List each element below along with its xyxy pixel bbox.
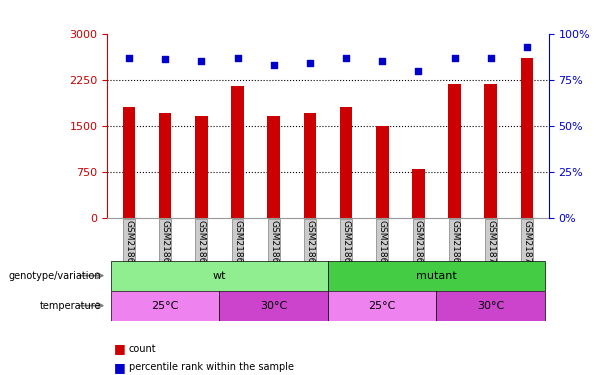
Text: 30°C: 30°C [477,301,504,310]
Bar [436,291,545,321]
Point [305,60,314,66]
Text: genotype/variation: genotype/variation [9,271,101,280]
Text: count: count [129,344,156,354]
Text: ■: ■ [113,342,125,355]
Bar [231,86,244,218]
Bar [376,126,389,218]
Bar [195,117,208,218]
Text: mutant: mutant [416,271,457,280]
Bar [328,291,436,321]
Point [268,62,278,68]
Bar [340,107,352,218]
Point [196,58,206,64]
Bar [111,291,219,321]
Bar [328,261,545,291]
Bar [159,113,172,218]
Point [341,55,351,61]
Bar [520,58,533,217]
Text: percentile rank within the sample: percentile rank within the sample [129,363,294,372]
Text: ■: ■ [113,361,125,374]
Bar [111,261,328,291]
Point [450,55,460,61]
Point [522,44,532,50]
Point [124,55,134,61]
Point [486,55,496,61]
Point [232,55,242,61]
Bar [412,168,425,217]
Bar [219,291,328,321]
Bar [484,84,497,218]
Bar [303,113,316,218]
Bar [448,84,461,218]
Text: 25°C: 25°C [368,301,396,310]
Point [414,68,424,74]
Text: 30°C: 30°C [260,301,287,310]
Bar [267,117,280,218]
Bar [123,107,135,218]
Point [378,58,387,64]
Text: 25°C: 25°C [151,301,179,310]
Text: wt: wt [213,271,226,280]
Text: temperature: temperature [40,301,101,310]
Point [160,57,170,63]
